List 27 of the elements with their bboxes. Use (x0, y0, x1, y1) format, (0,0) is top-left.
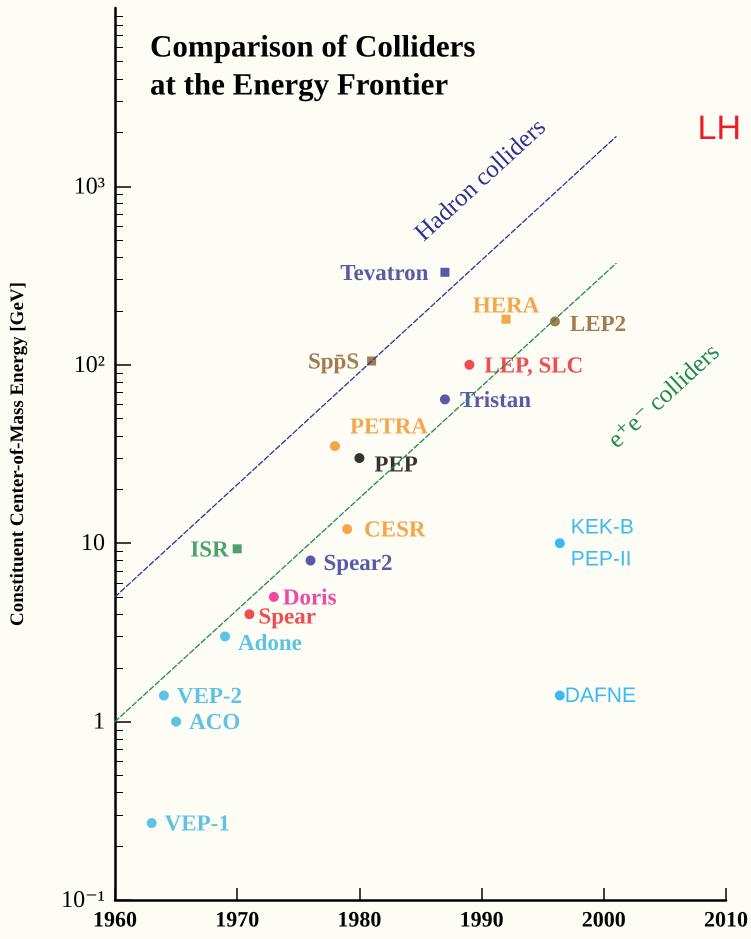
y-tick-label: 10³ (74, 173, 105, 200)
y-tick-label: 10 (81, 530, 105, 556)
series-label: VEP-2 (176, 683, 242, 708)
series-label: DAFNE (564, 684, 636, 708)
y-tick-label: 10² (74, 352, 105, 378)
y-axis-title: Constituent Center-of-Mass Energy [GeV] (7, 282, 28, 626)
series-label: CESR (364, 516, 426, 542)
series-label: Tevatron (340, 260, 429, 285)
series-label: Spear2 (324, 550, 393, 575)
series-label: Spp̄S (308, 348, 360, 374)
x-tick-label: 1990 (460, 906, 504, 932)
series-label: HERA (472, 292, 540, 318)
x-tick-label: 2000 (582, 906, 626, 932)
series-label: ACO (189, 709, 240, 734)
series-label: PEP (374, 452, 418, 477)
text: Comparison of Colliders at the Energy Frontier (150, 28, 476, 102)
series-label: VEP-1 (164, 810, 230, 836)
series-label: Adone (238, 630, 302, 655)
series-label: KEK-B PEP-II (570, 516, 634, 571)
series-label: ISR (190, 536, 230, 562)
x-tick-label: 2010 (704, 906, 748, 932)
annotation: LH (698, 109, 741, 147)
y-tick-label: 1 (93, 708, 105, 735)
series-label: LEP2 (570, 310, 626, 336)
x-tick-label: 1970 (215, 906, 260, 932)
x-tick-label: 1980 (337, 906, 382, 932)
series-label: PETRA (350, 414, 428, 439)
